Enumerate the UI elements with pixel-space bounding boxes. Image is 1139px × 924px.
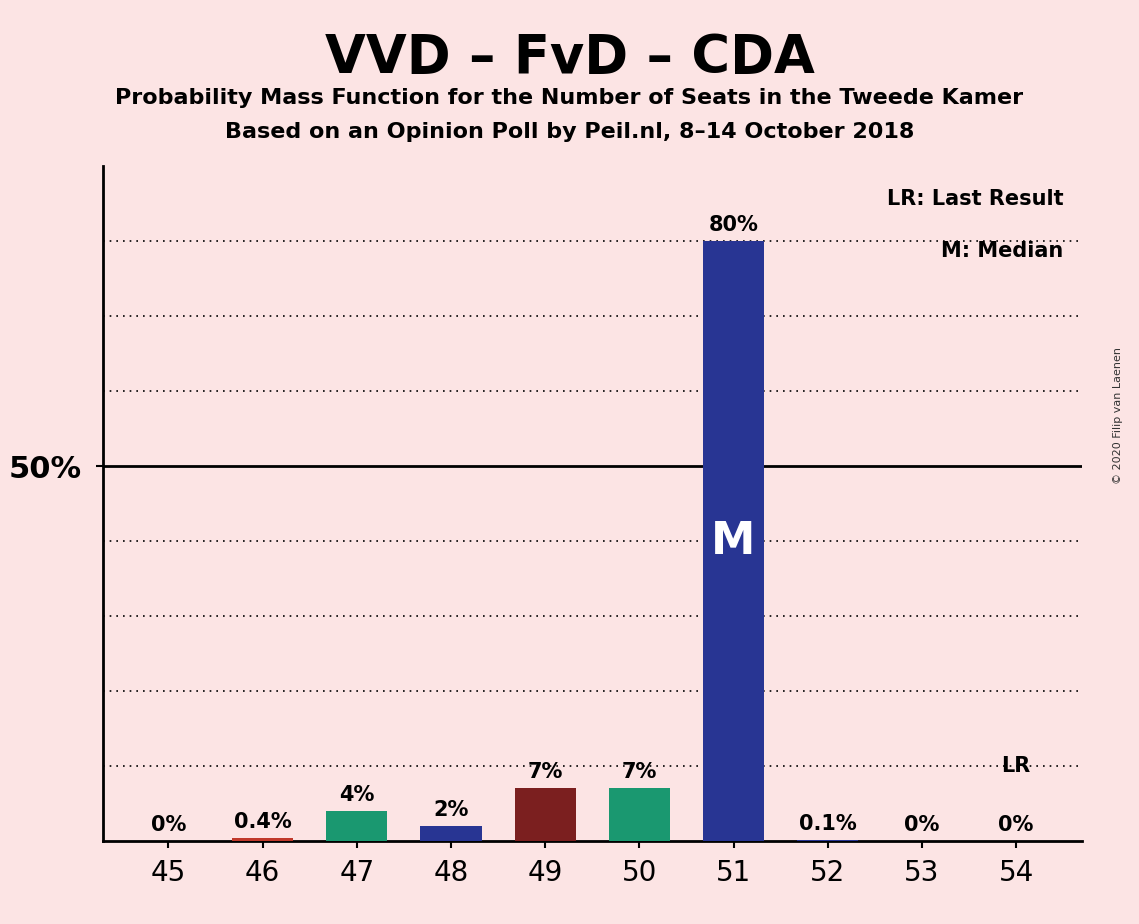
Text: 2%: 2% (433, 800, 468, 820)
Text: 7%: 7% (527, 762, 563, 783)
Text: 4%: 4% (339, 784, 375, 805)
Text: M: M (712, 519, 756, 563)
Bar (703, 241, 764, 841)
Text: 0%: 0% (999, 815, 1034, 835)
Text: 0.4%: 0.4% (233, 812, 292, 832)
Text: 80%: 80% (708, 215, 759, 236)
Text: 7%: 7% (622, 762, 657, 783)
Text: LR: Last Result: LR: Last Result (886, 188, 1063, 209)
Text: VVD – FvD – CDA: VVD – FvD – CDA (325, 32, 814, 84)
Bar (608, 788, 670, 841)
Text: LR: LR (1001, 756, 1031, 776)
Text: M: Median: M: Median (941, 241, 1063, 261)
Bar (515, 788, 576, 841)
Text: 0.1%: 0.1% (798, 814, 857, 834)
Text: 0%: 0% (904, 815, 940, 835)
Text: 0%: 0% (150, 815, 186, 835)
Bar (326, 811, 387, 841)
Bar (420, 826, 482, 841)
Bar (232, 838, 293, 841)
Text: Based on an Opinion Poll by Peil.nl, 8–14 October 2018: Based on an Opinion Poll by Peil.nl, 8–1… (224, 122, 915, 142)
Text: © 2020 Filip van Laenen: © 2020 Filip van Laenen (1114, 347, 1123, 484)
Text: Probability Mass Function for the Number of Seats in the Tweede Kamer: Probability Mass Function for the Number… (115, 88, 1024, 108)
